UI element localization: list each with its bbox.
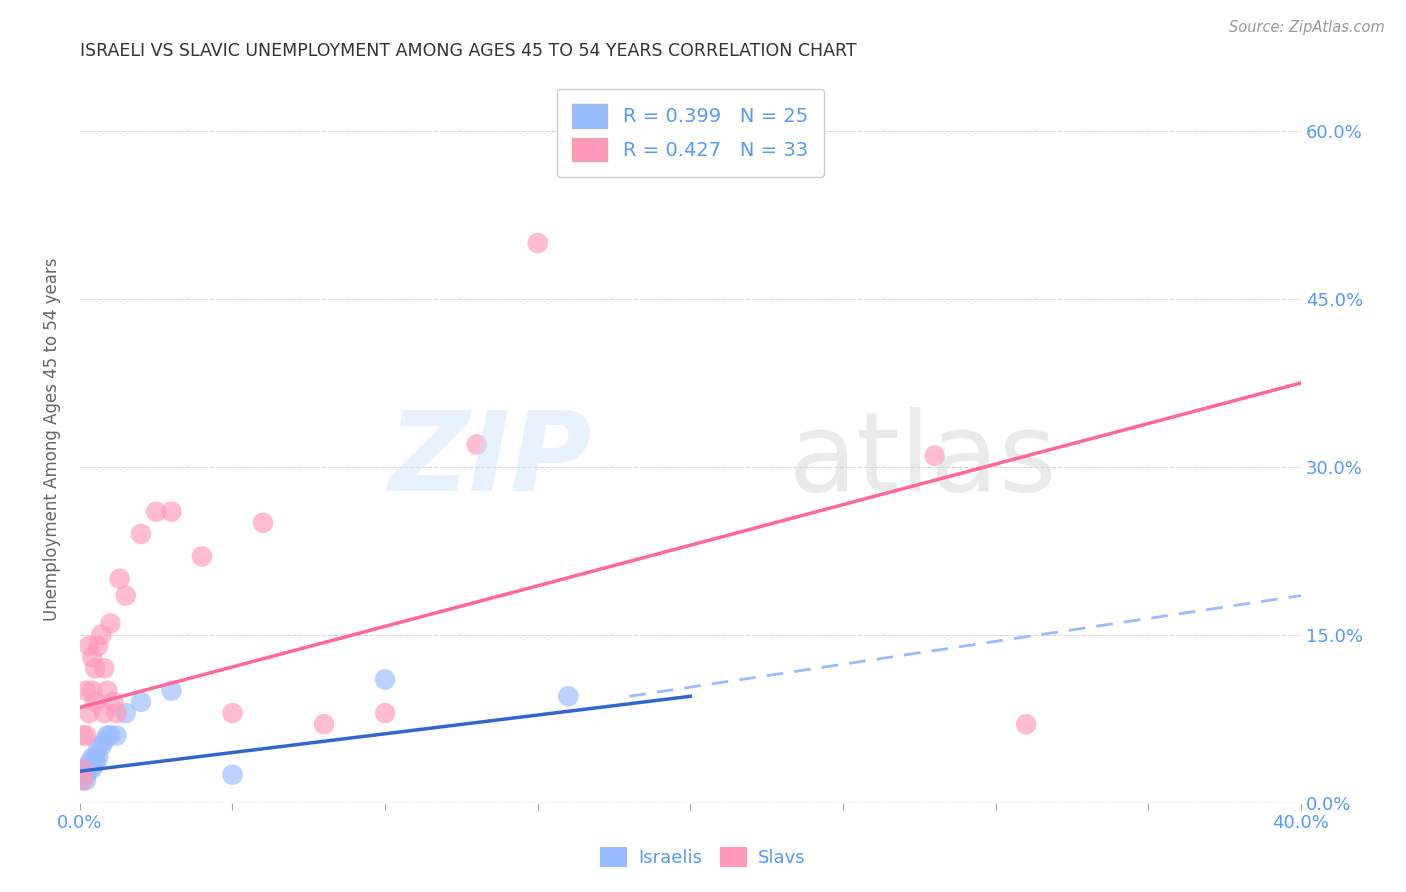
Point <box>80 683 103 698</box>
Point <box>93 661 115 675</box>
Point <box>93 706 115 720</box>
Point <box>75 767 97 781</box>
Point <box>90 628 112 642</box>
Point <box>75 773 97 788</box>
Point <box>77 756 100 771</box>
Point <box>312 717 335 731</box>
Point <box>924 449 946 463</box>
Point <box>160 505 183 519</box>
Point <box>87 739 110 754</box>
Point <box>105 728 128 742</box>
Legend: Israelis, Slavs: Israelis, Slavs <box>593 839 813 874</box>
Point <box>374 673 396 687</box>
Point <box>465 437 488 451</box>
Point <box>93 734 115 748</box>
Point <box>129 695 152 709</box>
Point <box>103 695 125 709</box>
Point <box>129 527 152 541</box>
Point <box>72 773 94 788</box>
Text: Source: ZipAtlas.com: Source: ZipAtlas.com <box>1229 20 1385 35</box>
Point <box>114 589 136 603</box>
Point <box>160 683 183 698</box>
Text: ZIP: ZIP <box>389 408 593 514</box>
Point <box>80 751 103 765</box>
Point <box>77 762 100 776</box>
Point <box>557 690 579 704</box>
Point <box>221 767 243 781</box>
Point <box>191 549 214 564</box>
Point <box>75 728 97 742</box>
Point <box>87 639 110 653</box>
Point <box>252 516 274 530</box>
Point <box>100 728 122 742</box>
Point <box>87 751 110 765</box>
Point <box>114 706 136 720</box>
Point <box>77 639 100 653</box>
Point <box>96 683 118 698</box>
Point <box>108 572 131 586</box>
Point <box>145 505 167 519</box>
Point <box>96 728 118 742</box>
Point <box>526 235 548 250</box>
Point <box>84 751 107 765</box>
Point <box>72 773 94 788</box>
Point <box>72 762 94 776</box>
Point <box>80 650 103 665</box>
Text: atlas: atlas <box>789 408 1056 514</box>
Point <box>105 706 128 720</box>
Legend: R = 0.399   N = 25, R = 0.427   N = 33: R = 0.399 N = 25, R = 0.427 N = 33 <box>557 88 824 177</box>
Point <box>90 739 112 754</box>
Point <box>100 616 122 631</box>
Point <box>221 706 243 720</box>
Point <box>84 695 107 709</box>
Point <box>84 661 107 675</box>
Point <box>72 762 94 776</box>
Point <box>75 683 97 698</box>
Point <box>72 728 94 742</box>
Point <box>374 706 396 720</box>
Point <box>77 706 100 720</box>
Point <box>84 756 107 771</box>
Text: ISRAELI VS SLAVIC UNEMPLOYMENT AMONG AGES 45 TO 54 YEARS CORRELATION CHART: ISRAELI VS SLAVIC UNEMPLOYMENT AMONG AGE… <box>80 42 856 60</box>
Y-axis label: Unemployment Among Ages 45 to 54 years: Unemployment Among Ages 45 to 54 years <box>44 257 60 621</box>
Point <box>75 762 97 776</box>
Point <box>80 762 103 776</box>
Point <box>72 767 94 781</box>
Point <box>1015 717 1038 731</box>
